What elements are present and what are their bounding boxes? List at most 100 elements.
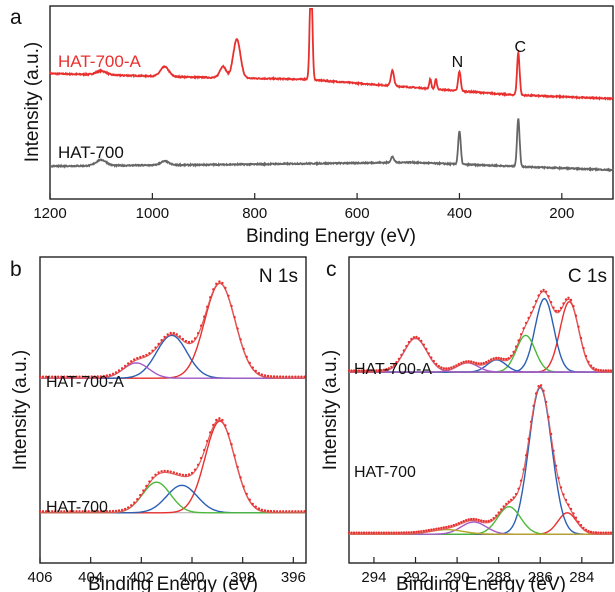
- panel-c-measured-point: [524, 454, 528, 457]
- panel-b-measured-point: [148, 480, 151, 483]
- panel-b-measured-point: [269, 509, 273, 513]
- panel-c-measured-point: [372, 369, 376, 372]
- panel-b-measured-point: [96, 375, 100, 378]
- panel-c-measured-point: [537, 385, 540, 388]
- panel-c-x-tick-label-290: 290: [445, 569, 470, 586]
- panel-c-measured-point: [500, 357, 503, 360]
- panel-c-measured-point: [554, 309, 558, 313]
- panel-c-measured-point: [497, 356, 500, 360]
- panel-c-measured-point: [355, 369, 358, 372]
- panel-b-measured-point: [145, 353, 148, 357]
- panel-b-measured-point: [239, 476, 242, 479]
- panel-c-measured-point: [455, 523, 458, 526]
- panel-c-envelope-hat-700: [349, 385, 612, 535]
- panel-c-measured-point: [375, 531, 378, 534]
- panel-c-measured-point: [544, 290, 548, 293]
- panel-c-measured-point: [512, 496, 515, 499]
- panel-c-x-ticks: 294 292 290 288 286 284: [361, 557, 594, 586]
- panel-c-x-tick-label-288: 288: [486, 569, 511, 586]
- panel-c: c 294 292 290 288 286 284 C 1s HAT-700-A HAT-…: [320, 256, 614, 592]
- panel-b-measured-point: [63, 510, 66, 513]
- panel-c-measured-point: [390, 365, 393, 369]
- panel-a-x-tick-label-600: 600: [345, 205, 370, 222]
- panel-b-y-axis-label: Intensity (a.u.): [10, 350, 31, 470]
- panel-c-measured-point: [390, 531, 393, 534]
- panel-c-measured-point: [584, 354, 588, 358]
- panel-c-measured-point: [549, 432, 553, 436]
- panel-c-measured-point: [562, 493, 565, 496]
- panel-b-measured-point: [242, 347, 245, 351]
- panel-c-x-tick-label-286: 286: [528, 569, 553, 586]
- panel-c-measured-point: [452, 523, 455, 527]
- panel-b-measured-point: [166, 469, 169, 473]
- panel-c-measured-point: [425, 347, 428, 351]
- panel-b-measured-point: [260, 508, 264, 511]
- panel-c-measured-point: [472, 517, 475, 521]
- panel-c-measured-point: [472, 361, 475, 364]
- panel-b-measured-point: [130, 360, 133, 363]
- panel-c-measured-point: [577, 325, 580, 328]
- panel-c-measured-point: [425, 529, 428, 532]
- series-label-hat-700: HAT-700: [58, 143, 124, 162]
- panel-c-measured-point: [567, 503, 570, 506]
- panel-c-title: C 1s: [568, 266, 607, 287]
- panel-a-y-axis-label: Intensity (a.u.): [22, 42, 43, 162]
- panel-b-measured-point: [151, 349, 154, 352]
- panel-c-measured-point: [599, 369, 603, 372]
- panel-b-measured-point: [133, 358, 136, 361]
- panel-c-measured-point: [367, 369, 371, 372]
- panel-c-measured-point: [382, 368, 386, 371]
- panel-b-measured-point: [203, 448, 206, 452]
- panel-c-measured-point: [447, 367, 450, 370]
- panel-b-measured-point: [38, 510, 42, 513]
- panel-c-measured-point: [430, 528, 433, 531]
- panel-b-x-tick-label-402: 402: [129, 569, 154, 586]
- panel-b-measured-point: [51, 510, 54, 513]
- panel-c-measured-point: [589, 364, 593, 367]
- panel-b-x-tick-label-406: 406: [27, 569, 52, 586]
- panel-c-measured-point: [355, 531, 358, 534]
- panel-c-measured-point: [462, 360, 465, 364]
- panel-b-measured-point: [54, 375, 57, 378]
- panel-c-measured-point: [502, 505, 505, 508]
- panel-b-frame: [39, 256, 307, 564]
- panel-c-measured-point: [532, 404, 535, 408]
- panel-c-measured-point: [427, 352, 430, 355]
- panel-c-measured-point: [367, 531, 371, 534]
- panel-c-measured-point: [352, 531, 356, 534]
- panel-a-plot-area: [49, 8, 614, 173]
- panel-c-measured-point: [514, 345, 518, 348]
- panel-c-measured-point: [475, 518, 478, 521]
- panel-b-measured-point: [60, 510, 63, 513]
- panel-c-measured-point: [395, 361, 398, 364]
- panel-c-measured-point: [407, 340, 411, 344]
- panel-b-measured-point: [142, 489, 145, 492]
- panel-b-measured-point: [196, 463, 200, 466]
- panel-b-measured-point: [242, 485, 245, 488]
- panel-b-measured-point: [81, 375, 84, 378]
- panel-c-measured-point: [509, 354, 513, 357]
- panel-b-measured-point: [114, 371, 118, 374]
- panel-b-measured-point: [87, 375, 90, 378]
- panel-c-sample-label-hat-700: HAT-700: [354, 464, 416, 481]
- panel-c-measured-point: [490, 358, 493, 361]
- panel-c-measured-point: [574, 516, 578, 519]
- panel-b-measured-point: [199, 456, 203, 460]
- panel-a-x-ticks: 1200 1000 800 600 400 200: [33, 193, 574, 222]
- panel-b-measured-point: [279, 375, 282, 378]
- panel-b-measured-point: [285, 510, 288, 513]
- panel-c-measured-point: [477, 518, 480, 522]
- panel-c-measured-point: [492, 357, 495, 360]
- panel-b-measured-point: [93, 375, 96, 378]
- panel-c-measured-point: [352, 369, 356, 372]
- panel-c-measured-point: [430, 356, 433, 359]
- panel-b-measured-point: [169, 331, 172, 335]
- panel-b-measured-point: [93, 510, 96, 513]
- panel-a-label: a: [10, 6, 22, 29]
- panel-b-measured-point: [123, 507, 127, 511]
- panel-b-measured-point: [130, 504, 133, 507]
- panel-c-measured-point: [587, 529, 590, 533]
- panel-c-measured-point: [487, 519, 490, 523]
- panel-b-measured-point: [136, 498, 139, 501]
